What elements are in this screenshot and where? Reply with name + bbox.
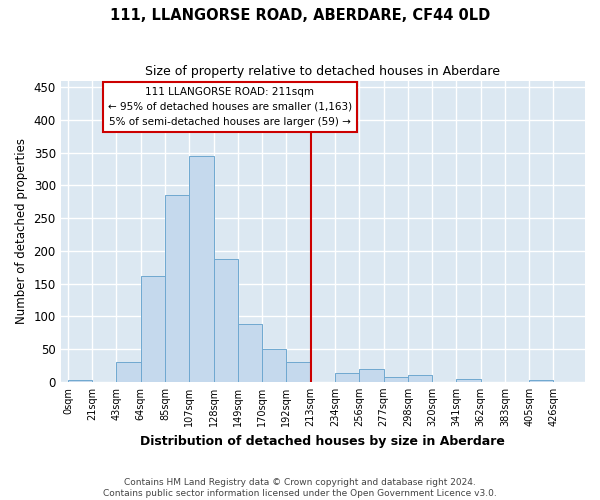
- Y-axis label: Number of detached properties: Number of detached properties: [15, 138, 28, 324]
- Bar: [457, 378, 481, 382]
- Bar: [238, 324, 262, 382]
- Bar: [359, 370, 383, 382]
- Text: 111, LLANGORSE ROAD, ABERDARE, CF44 0LD: 111, LLANGORSE ROAD, ABERDARE, CF44 0LD: [110, 8, 490, 22]
- Bar: [335, 372, 359, 382]
- Bar: [408, 376, 432, 382]
- Bar: [68, 380, 92, 382]
- Bar: [286, 362, 311, 382]
- Bar: [262, 349, 286, 382]
- Bar: [116, 362, 141, 382]
- X-axis label: Distribution of detached houses by size in Aberdare: Distribution of detached houses by size …: [140, 434, 505, 448]
- Text: Contains HM Land Registry data © Crown copyright and database right 2024.
Contai: Contains HM Land Registry data © Crown c…: [103, 478, 497, 498]
- Bar: [165, 195, 190, 382]
- Title: Size of property relative to detached houses in Aberdare: Size of property relative to detached ho…: [145, 65, 500, 78]
- Bar: [214, 260, 238, 382]
- Bar: [190, 156, 214, 382]
- Bar: [529, 380, 553, 382]
- Bar: [383, 377, 408, 382]
- Bar: [141, 276, 165, 382]
- Text: 111 LLANGORSE ROAD: 211sqm
← 95% of detached houses are smaller (1,163)
5% of se: 111 LLANGORSE ROAD: 211sqm ← 95% of deta…: [108, 87, 352, 126]
